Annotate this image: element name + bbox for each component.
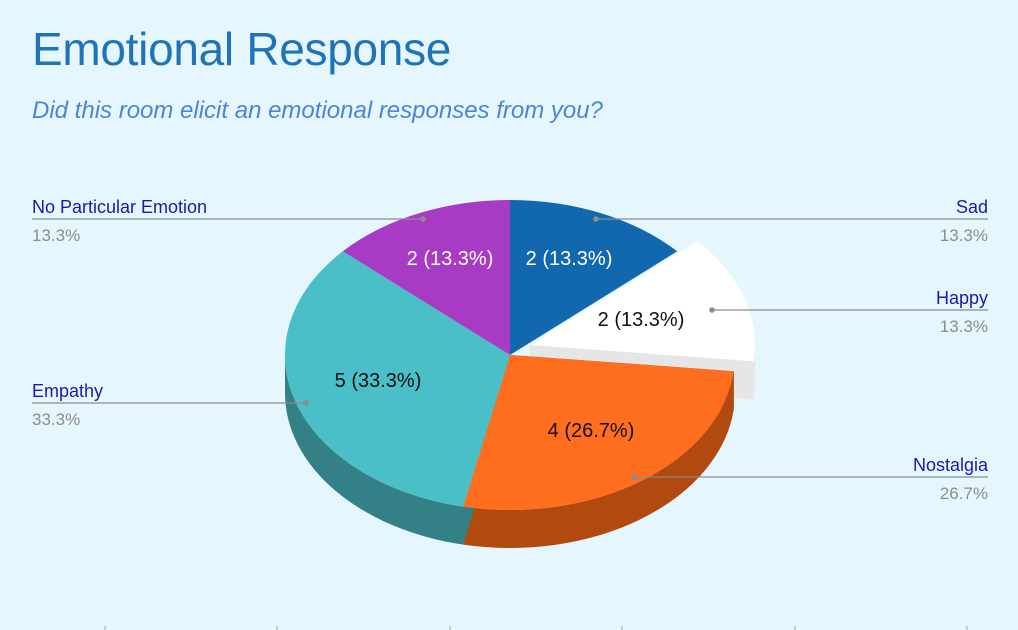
data-label-happy: 2 (13.3%) <box>598 309 685 331</box>
data-label-no-particular-emotion: 2 (13.3%) <box>407 248 494 270</box>
leader-dot <box>593 216 599 222</box>
legend-label-sad: Sad <box>956 197 988 217</box>
chart-subtitle: Did this room elicit an emotional respon… <box>32 97 603 124</box>
slice-nostalgia[interactable] <box>463 355 734 510</box>
legend-percent-nostalgia: 26.7% <box>940 484 988 503</box>
bottom-axis-ticks <box>104 626 968 630</box>
slice-side-nostalgia <box>463 371 734 548</box>
legend-percent-happy: 13.3% <box>940 317 988 336</box>
leader-dot <box>709 307 715 313</box>
legend-label-no-particular-emotion: No Particular Emotion <box>32 197 207 217</box>
slice-sad[interactable] <box>510 200 678 355</box>
slice-side-happy <box>753 345 755 400</box>
data-label-nostalgia: 4 (26.7%) <box>548 420 635 442</box>
legend-percent-sad: 13.3% <box>940 226 988 245</box>
legend-percent-no-particular-emotion: 13.3% <box>32 226 80 245</box>
data-label-empathy: 5 (33.3%) <box>335 370 422 392</box>
slice-empathy[interactable] <box>285 251 510 507</box>
slice-no-particular-emotion[interactable] <box>342 200 510 355</box>
chart-title: Emotional Response <box>32 23 452 75</box>
legend-percent-empathy: 33.3% <box>32 410 80 429</box>
legend-label-empathy: Empathy <box>32 381 103 401</box>
leader-dot <box>420 216 426 222</box>
leader-dot <box>631 474 637 480</box>
legend-label-nostalgia: Nostalgia <box>913 455 989 475</box>
slice-side-empathy <box>285 355 464 545</box>
slice-happy[interactable] <box>530 241 756 362</box>
data-label-sad: 2 (13.3%) <box>526 248 613 270</box>
leader-dot <box>303 400 309 406</box>
legend-label-happy: Happy <box>936 288 988 308</box>
